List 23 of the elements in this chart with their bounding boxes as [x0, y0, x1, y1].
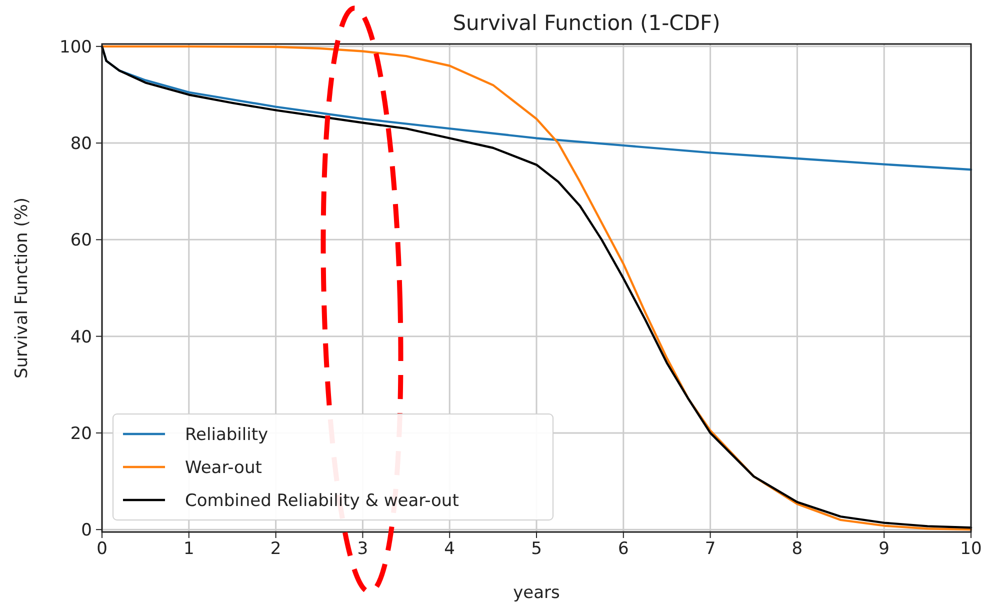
legend-label: Combined Reliability & wear-out — [185, 490, 460, 511]
chart-title: Survival Function (1-CDF) — [452, 11, 720, 35]
x-tick-label: 10 — [960, 539, 982, 559]
x-tick-label: 7 — [704, 539, 716, 559]
y-tick-label: 80 — [70, 134, 92, 154]
x-tick-label: 4 — [444, 539, 456, 559]
x-axis-title: years — [513, 583, 560, 603]
y-tick-label: 60 — [70, 230, 92, 251]
y-tick-label: 20 — [70, 424, 92, 444]
x-tick-label: 8 — [792, 539, 803, 559]
x-tick-label: 6 — [618, 539, 629, 559]
y-tick-label: 100 — [60, 37, 92, 58]
x-tick-label: 1 — [183, 539, 194, 559]
x-tick-label: 3 — [357, 539, 368, 559]
y-axis-title: Survival Function (%) — [12, 197, 32, 379]
x-tick-label: 0 — [96, 539, 108, 559]
x-tick-label: 2 — [270, 539, 282, 559]
y-tick-label: 40 — [70, 327, 92, 348]
y-tick-label: 0 — [81, 520, 92, 541]
x-tick-label: 5 — [531, 539, 542, 559]
x-tick-label: 9 — [878, 539, 890, 559]
legend-label: Wear-out — [185, 458, 262, 478]
legend-label: Reliability — [185, 424, 268, 445]
